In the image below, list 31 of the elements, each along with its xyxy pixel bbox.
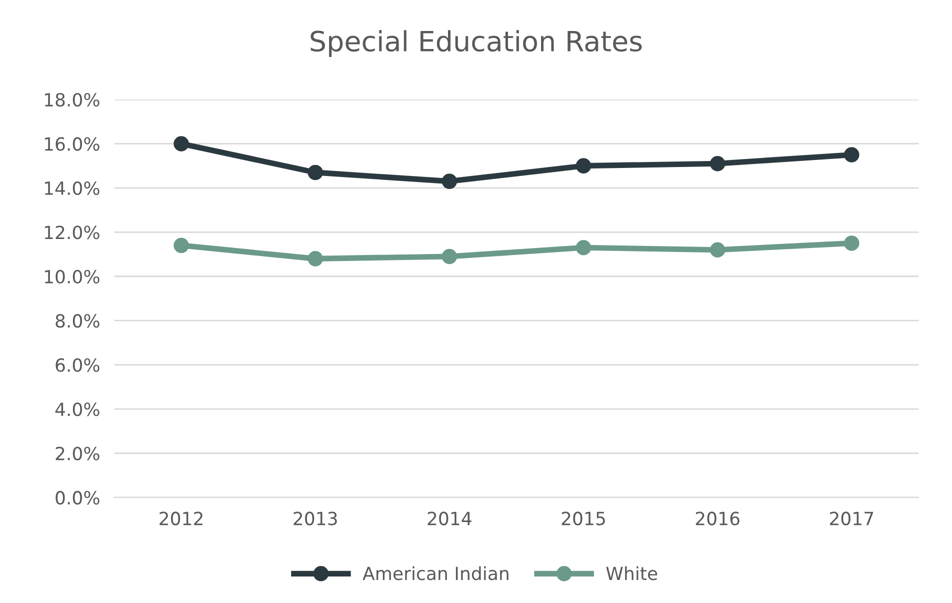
y-tick-label: 2.0% [56, 446, 100, 460]
y-tick-label: 16.0% [44, 137, 100, 151]
x-tick-label: 2012 [160, 512, 202, 526]
y-tick-label: 8.0% [56, 314, 100, 328]
y-tick-label: 6.0% [56, 358, 100, 372]
point [308, 164, 323, 180]
point [308, 251, 323, 266]
point [442, 174, 458, 189]
x-tick-label: 2013 [294, 512, 337, 526]
y-tick-label: 18.0% [44, 92, 100, 107]
y-tick-label: 4.0% [55, 402, 100, 416]
point [576, 158, 592, 174]
x-tick-label: 2017 [830, 512, 874, 526]
x-tick-label: 2014 [428, 512, 472, 526]
y-tick-label: 14.0% [44, 181, 100, 196]
point [174, 238, 189, 254]
point [710, 242, 726, 258]
legend-label: White [606, 566, 658, 580]
point [576, 240, 592, 256]
x-tick-label: 2015 [562, 512, 605, 526]
chart-title: Special Education Rates [310, 30, 642, 58]
y-tick-label: 10.0% [44, 270, 100, 284]
point [174, 136, 189, 152]
y-tick-label: 0.0% [56, 490, 100, 505]
point [710, 156, 726, 172]
point [844, 147, 860, 162]
point [844, 236, 860, 251]
legend-label: American Indian [362, 566, 508, 580]
y-tick-label: 12.0% [44, 226, 100, 240]
x-tick-label: 2016 [696, 512, 740, 526]
point [442, 248, 458, 264]
